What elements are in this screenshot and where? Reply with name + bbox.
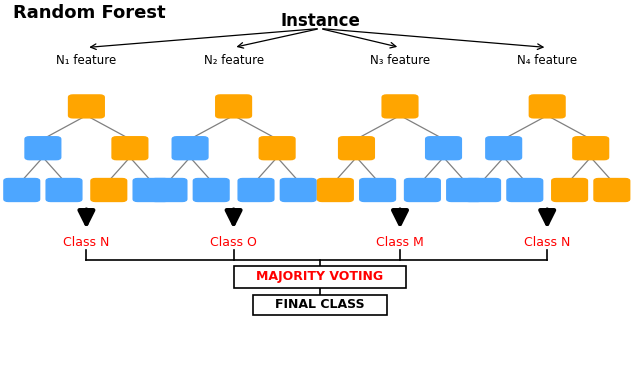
FancyBboxPatch shape: [404, 178, 441, 202]
FancyBboxPatch shape: [215, 94, 252, 119]
Text: N₂ feature: N₂ feature: [204, 54, 264, 67]
FancyBboxPatch shape: [111, 136, 148, 160]
FancyBboxPatch shape: [150, 178, 188, 202]
FancyBboxPatch shape: [68, 94, 105, 119]
Text: Instance: Instance: [280, 12, 360, 30]
FancyBboxPatch shape: [234, 266, 406, 288]
FancyBboxPatch shape: [485, 136, 522, 160]
FancyBboxPatch shape: [237, 178, 275, 202]
Text: MAJORITY VOTING: MAJORITY VOTING: [257, 270, 383, 283]
FancyBboxPatch shape: [132, 178, 170, 202]
Text: Class M: Class M: [376, 236, 424, 249]
Text: N₄ feature: N₄ feature: [517, 54, 577, 67]
FancyBboxPatch shape: [45, 178, 83, 202]
FancyBboxPatch shape: [359, 178, 396, 202]
FancyBboxPatch shape: [90, 178, 127, 202]
Text: FINAL CLASS: FINAL CLASS: [275, 298, 365, 312]
FancyBboxPatch shape: [381, 94, 419, 119]
Text: Class O: Class O: [210, 236, 257, 249]
FancyBboxPatch shape: [551, 178, 588, 202]
FancyBboxPatch shape: [253, 294, 387, 315]
FancyBboxPatch shape: [464, 178, 501, 202]
FancyBboxPatch shape: [338, 136, 375, 160]
Text: N₁ feature: N₁ feature: [56, 54, 116, 67]
FancyBboxPatch shape: [317, 178, 354, 202]
FancyBboxPatch shape: [572, 136, 609, 160]
FancyBboxPatch shape: [425, 136, 462, 160]
FancyBboxPatch shape: [506, 178, 543, 202]
FancyBboxPatch shape: [172, 136, 209, 160]
Text: Class N: Class N: [63, 236, 109, 249]
FancyBboxPatch shape: [446, 178, 483, 202]
FancyBboxPatch shape: [259, 136, 296, 160]
Text: Class N: Class N: [524, 236, 570, 249]
FancyBboxPatch shape: [529, 94, 566, 119]
FancyBboxPatch shape: [280, 178, 317, 202]
Text: Random Forest: Random Forest: [13, 4, 165, 22]
Text: N₃ feature: N₃ feature: [370, 54, 430, 67]
FancyBboxPatch shape: [3, 178, 40, 202]
FancyBboxPatch shape: [24, 136, 61, 160]
FancyBboxPatch shape: [593, 178, 630, 202]
FancyBboxPatch shape: [193, 178, 230, 202]
